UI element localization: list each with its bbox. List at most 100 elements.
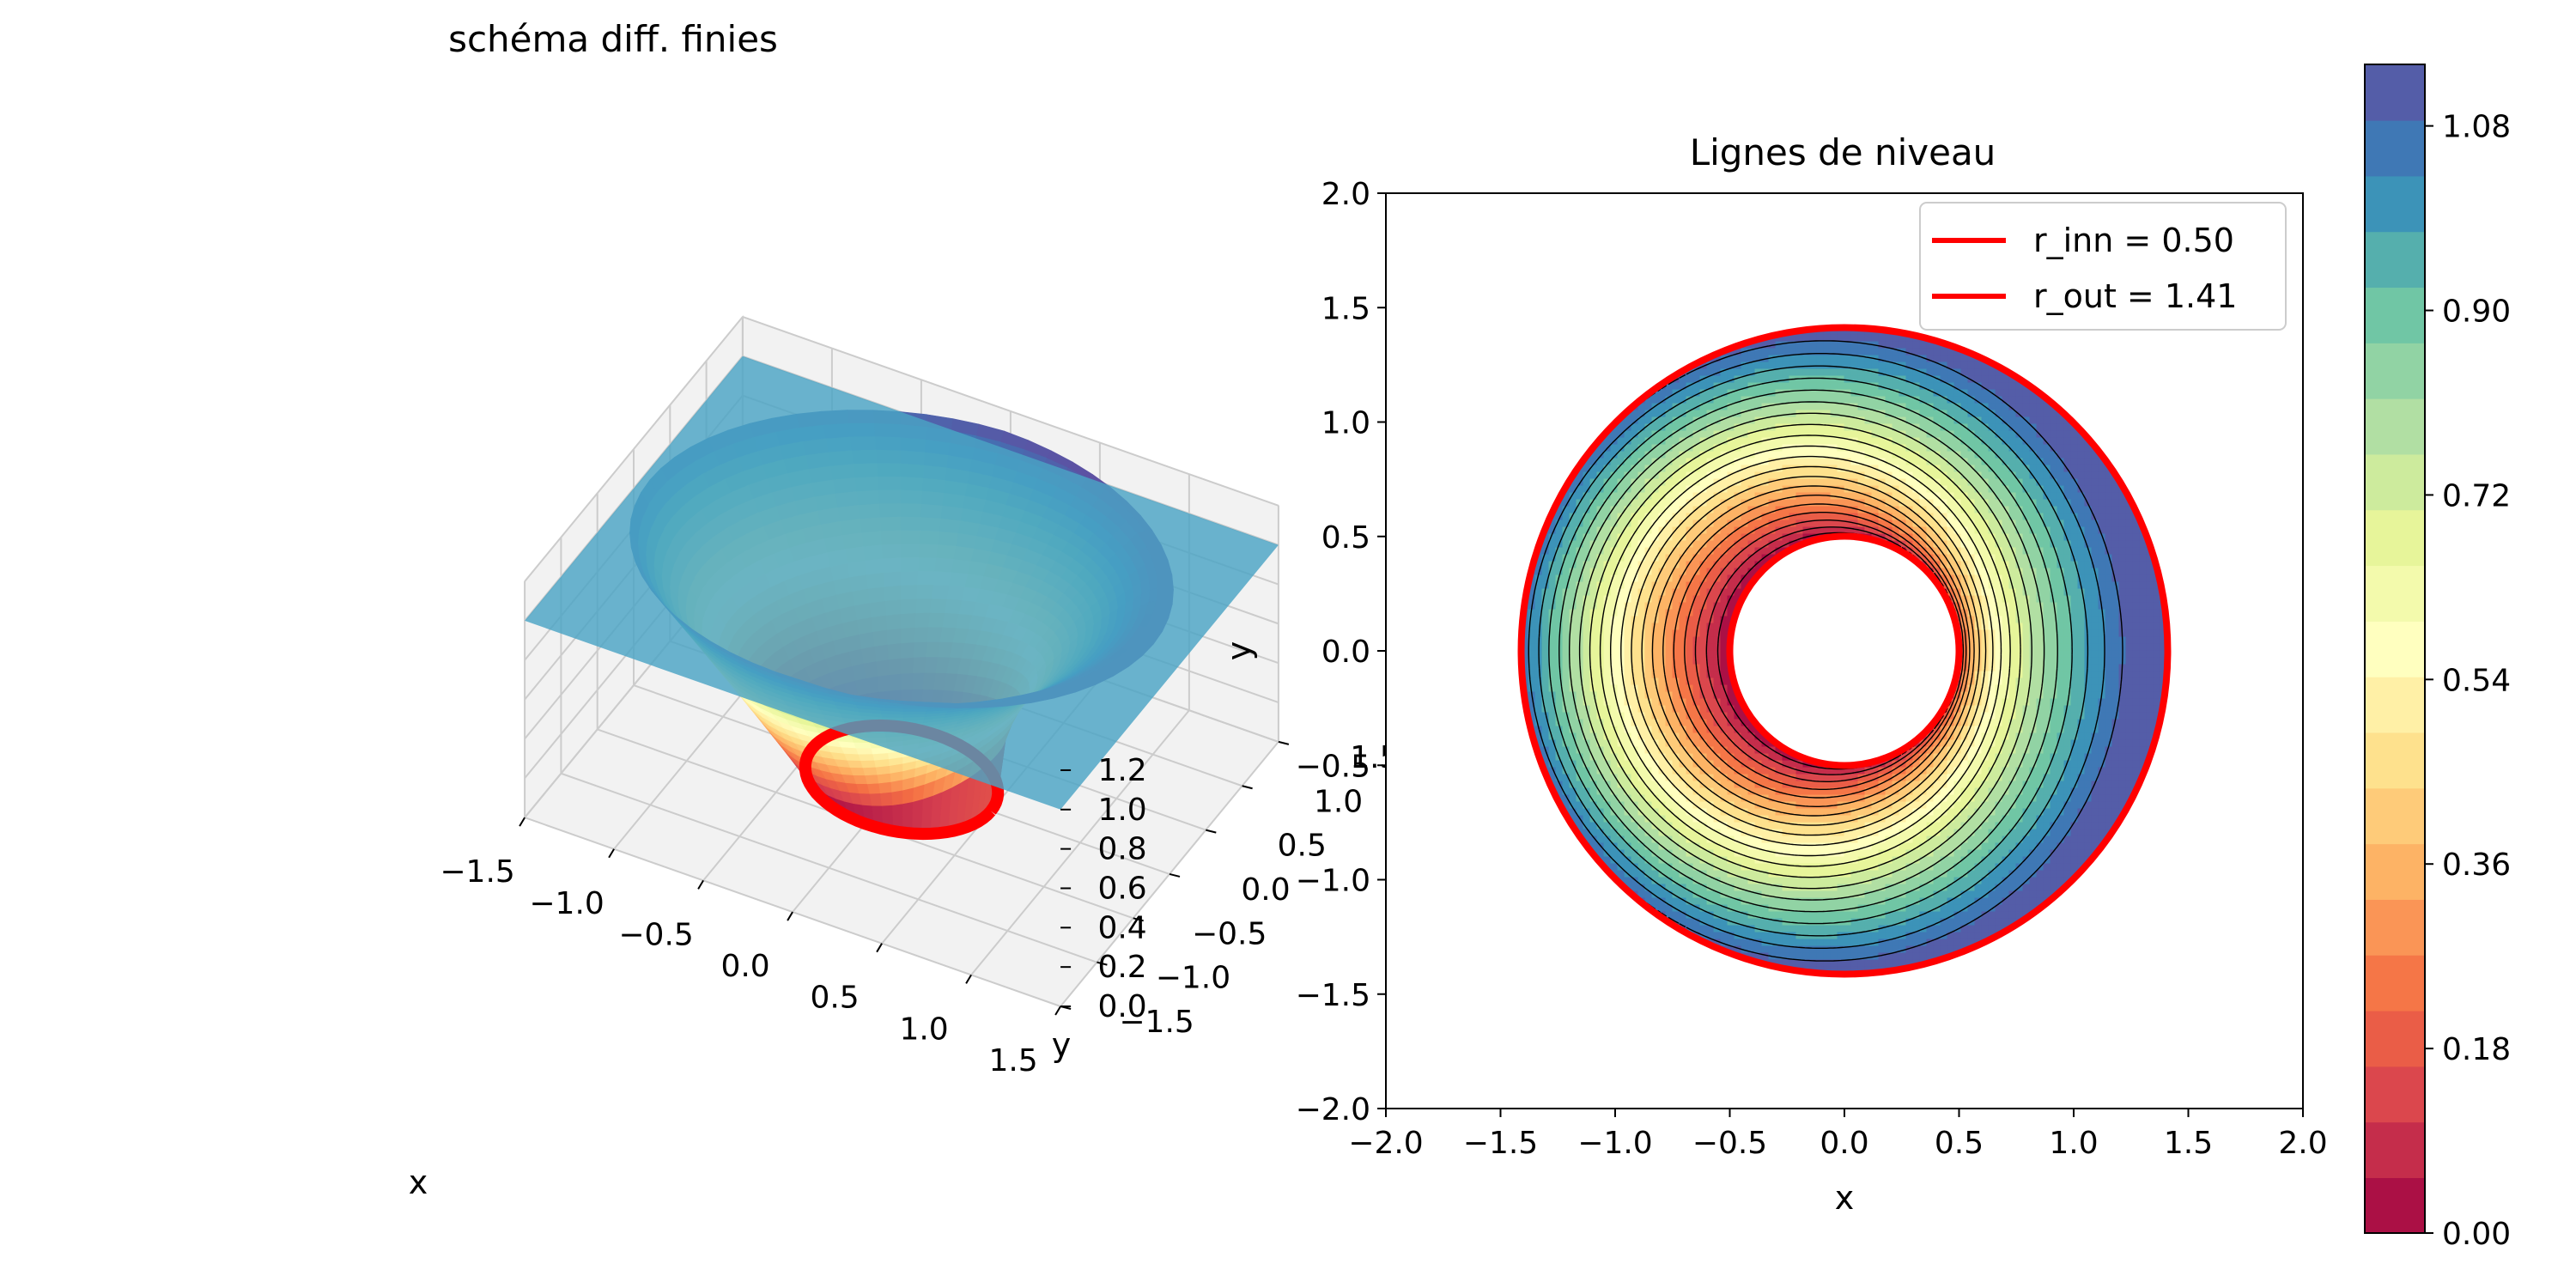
contour-cell bbox=[1864, 375, 1873, 384]
contour-cell bbox=[1974, 389, 1983, 398]
contour-cell bbox=[2015, 650, 2024, 659]
contour-cell bbox=[2002, 458, 2010, 466]
contour-cell bbox=[2070, 623, 2079, 631]
contour-cell bbox=[2036, 471, 2044, 480]
contour-cell bbox=[1885, 375, 1893, 384]
contour-cell bbox=[1644, 430, 1653, 439]
contour-cell bbox=[1692, 437, 1701, 446]
contour-cell bbox=[1637, 423, 1646, 432]
contour-cell bbox=[1885, 389, 1893, 398]
contour-cell bbox=[1741, 389, 1749, 398]
contour-cell bbox=[2084, 471, 2093, 480]
contour-cell bbox=[1864, 437, 1873, 446]
contour-cell bbox=[1686, 465, 1694, 473]
contour-cell bbox=[1741, 547, 1749, 556]
contour-cell bbox=[1974, 403, 1983, 411]
contour-cell bbox=[2153, 616, 2161, 624]
contour-cell bbox=[1583, 561, 1591, 569]
contour-cell bbox=[1631, 643, 1639, 652]
contour-cell bbox=[1768, 444, 1777, 453]
contour-cell bbox=[1569, 595, 1577, 604]
contour-cell bbox=[1692, 423, 1701, 432]
contour-cell bbox=[1699, 485, 1708, 494]
contour-cell bbox=[1761, 485, 1770, 494]
contour-cell bbox=[1837, 382, 1845, 391]
contour-cell bbox=[1637, 437, 1646, 446]
contour-cell bbox=[1679, 581, 1687, 590]
contour-cell bbox=[1823, 458, 1832, 466]
contour-cell bbox=[1837, 368, 1845, 377]
contour-cell bbox=[1823, 416, 1832, 425]
contour-cell bbox=[2015, 602, 2024, 611]
contour-cell bbox=[1548, 581, 1557, 590]
contour-cell bbox=[1899, 540, 1907, 549]
contour-cell bbox=[1569, 623, 1577, 631]
contour-cell bbox=[1795, 506, 1804, 514]
contour-cell bbox=[1802, 519, 1811, 528]
contour-cell bbox=[1692, 609, 1701, 617]
contour-cell bbox=[2160, 664, 2168, 672]
contour-cell bbox=[1974, 513, 1983, 521]
contour-cell bbox=[1926, 465, 1935, 473]
contour-cell bbox=[1631, 492, 1639, 501]
contour-cell bbox=[1988, 616, 1996, 624]
contour-cell bbox=[1562, 533, 1571, 542]
contour-cell bbox=[1995, 657, 2003, 665]
contour-cell bbox=[2146, 664, 2154, 672]
contour-cell bbox=[1610, 533, 1619, 542]
contour-cell bbox=[1885, 430, 1893, 439]
contour-cell bbox=[2043, 554, 2051, 562]
contour-cell bbox=[2008, 485, 2017, 494]
contour-cell bbox=[1960, 430, 1969, 439]
contour-cell bbox=[2008, 609, 2017, 617]
contour-cell bbox=[1610, 471, 1619, 480]
contour-cell bbox=[1651, 602, 1660, 611]
contour-cell bbox=[1686, 581, 1694, 590]
contour-cell bbox=[2043, 403, 2051, 411]
contour-cell bbox=[1933, 403, 1941, 411]
contour-cell bbox=[1631, 595, 1639, 604]
contour-cell bbox=[1795, 403, 1804, 411]
contour-cell bbox=[1905, 389, 1914, 398]
contour-cell bbox=[2111, 609, 2120, 617]
contour-cell bbox=[1823, 471, 1832, 480]
contour-cell bbox=[1912, 368, 1921, 377]
contour-cell bbox=[1782, 533, 1790, 542]
contour-cell bbox=[1720, 519, 1728, 528]
contour-cell bbox=[1809, 513, 1818, 521]
contour-cell bbox=[2063, 554, 2072, 562]
contour-cell bbox=[1953, 355, 1962, 363]
contour-cell bbox=[1589, 513, 1598, 521]
contour-cell bbox=[1713, 581, 1722, 590]
contour-cell bbox=[2070, 492, 2079, 501]
contour-cell bbox=[1809, 382, 1818, 391]
contour-cell bbox=[1864, 355, 1873, 363]
contour-cell bbox=[1953, 465, 1962, 473]
contour-cell bbox=[1699, 650, 1708, 659]
contour-cell bbox=[2015, 506, 2024, 514]
contour-cell bbox=[2063, 430, 2072, 439]
contour-cell bbox=[1644, 609, 1653, 617]
contour-cell bbox=[1795, 341, 1804, 349]
contour-cell bbox=[1637, 410, 1646, 418]
contour-cell bbox=[1960, 664, 1969, 672]
contour-cell bbox=[2008, 636, 2017, 645]
contour-cell bbox=[1878, 355, 1886, 363]
contour-cell bbox=[2132, 609, 2141, 617]
contour-cell bbox=[1864, 396, 1873, 404]
contour-cell bbox=[1816, 423, 1825, 432]
contour-cell bbox=[1741, 423, 1749, 432]
contour-cell bbox=[1706, 595, 1715, 604]
contour-cell bbox=[1583, 526, 1591, 535]
contour-cell bbox=[1871, 471, 1880, 480]
contour-cell bbox=[1692, 595, 1701, 604]
contour-cell bbox=[2146, 568, 2154, 576]
contour-cell bbox=[1981, 616, 1990, 624]
contour-cell bbox=[1548, 609, 1557, 617]
contour-cell bbox=[2022, 636, 2031, 645]
contour-cell bbox=[1562, 581, 1571, 590]
contour-cell bbox=[1857, 471, 1866, 480]
contour-cell bbox=[2132, 519, 2141, 528]
contour-cell bbox=[1967, 485, 1976, 494]
contour-cell bbox=[1672, 403, 1680, 411]
